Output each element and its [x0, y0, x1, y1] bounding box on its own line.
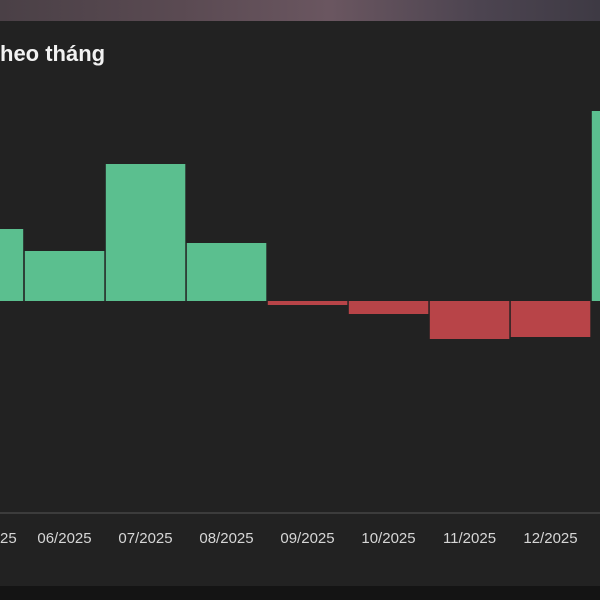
bar-09-2025[interactable] — [267, 301, 348, 305]
x-tick-label: 12/2025 — [523, 530, 577, 547]
bar-01-2026[interactable] — [591, 111, 600, 301]
x-tick-label: 06/2025 — [37, 530, 91, 547]
bar-08-2025[interactable] — [186, 243, 267, 301]
x-tick-label: 08/2025 — [199, 530, 253, 547]
bar-group — [0, 111, 600, 339]
bar-11-2025[interactable] — [429, 301, 510, 339]
bar-10-2025[interactable] — [348, 301, 429, 314]
window-top-strip — [0, 0, 600, 21]
x-tick-label: 09/2025 — [280, 530, 334, 547]
bar-12-2025[interactable] — [510, 301, 591, 337]
bar-06-2025[interactable] — [24, 251, 105, 301]
x-tick-label: 07/2025 — [118, 530, 172, 547]
x-tick-label: 10/2025 — [361, 530, 415, 547]
x-tick-label: 25 — [0, 530, 17, 547]
x-tick-label: 11/2025 — [443, 530, 496, 547]
window-bottom-strip — [0, 586, 600, 600]
x-tick-labels: 25 06/2025 07/2025 08/2025 09/2025 10/2025 11/… — [0, 530, 578, 547]
bar-07-2025[interactable] — [105, 164, 186, 301]
chart-title: heo tháng — [0, 41, 106, 66]
bar-05-2025[interactable] — [0, 229, 24, 301]
